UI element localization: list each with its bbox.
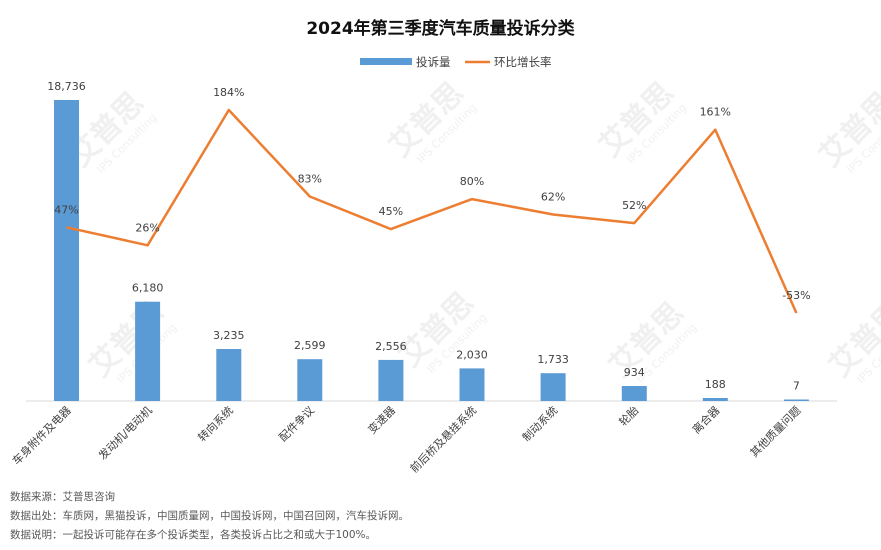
bar-value-label: 18,736 [47, 80, 86, 93]
bar-value-label: 1,733 [537, 353, 569, 366]
line-value-label: 184% [213, 86, 244, 99]
x-tick-label: 制动系统 [520, 404, 560, 444]
bar [135, 301, 161, 401]
line-value-label: 52% [622, 199, 646, 212]
bar [540, 373, 566, 401]
line-value-label: 26% [135, 221, 159, 234]
note-origin: 数据出处：车质网，黑猫投诉，中国质量网，中国投诉网，中国召回网，汽车投诉网。 [10, 510, 409, 522]
bar-value-label: 3,235 [213, 329, 245, 342]
bar-value-label: 6,180 [132, 282, 164, 295]
line-value-label: 47% [54, 203, 78, 216]
x-tick-label: 离合器 [689, 403, 722, 436]
chart-title: 2024年第三季度汽车质量投诉分类 [306, 19, 575, 39]
bar-series: 18,736 6,180 3,235 2,599 2,556 2,030 1,733 934 1… [47, 80, 809, 401]
svg-text:艾普思: 艾普思 [813, 86, 881, 174]
legend-line-label: 环比增长率 [494, 55, 552, 69]
x-tick-label: 前后桥及悬挂系统 [407, 403, 479, 475]
bar [378, 359, 404, 401]
x-tick-labels: 车身附件及电器 发动机/电动机 转向系统 配件争议 变速器 前后桥及悬挂系统 制动系统 轮胎 离… [9, 403, 803, 475]
line-value-label: 45% [379, 205, 403, 218]
bar-value-label: 188 [705, 378, 726, 391]
line-value-label: 83% [298, 173, 322, 186]
bar-value-label: 2,599 [294, 339, 326, 352]
legend-bar-label: 投诉量 [416, 55, 451, 69]
bar [54, 100, 79, 401]
footnotes: 数据来源：艾普思咨询 数据出处：车质网，黑猫投诉，中国质量网，中国投诉网，中国召… [10, 488, 409, 545]
bar [459, 368, 485, 401]
line-value-label: -53% [782, 289, 810, 302]
growth-rate-line [66, 108, 798, 314]
bar [702, 398, 728, 401]
x-tick-label: 车身附件及电器 [9, 403, 73, 467]
line-series: 47% 26% 184% 83% 45% 80% 62% 52% 161% -53% [54, 86, 811, 314]
bar [783, 399, 809, 401]
bar-value-label: 2,556 [375, 340, 407, 353]
x-tick-label: 轮胎 [616, 403, 641, 428]
line-value-label: 161% [700, 106, 731, 119]
note-explanation: 数据说明：一起投诉可能存在多个投诉类型，各类投诉占比之和或大于100%。 [10, 529, 377, 541]
line-value-label: 80% [460, 175, 484, 188]
x-tick-label: 转向系统 [195, 403, 236, 444]
x-tick-label: 其他质量问题 [748, 404, 804, 460]
x-tick-label: 配件争议 [276, 403, 317, 444]
bar [297, 359, 323, 401]
legend-bar-swatch [360, 58, 412, 65]
bar-value-label: 934 [624, 366, 645, 379]
x-tick-label: 变速器 [365, 403, 398, 436]
x-tick-label: 发动机/电动机 [96, 403, 155, 462]
legend: 投诉量 环比增长率 [360, 55, 552, 69]
bar [216, 349, 242, 401]
bar-value-label: 2,030 [456, 348, 488, 361]
bar-value-label: 7 [793, 380, 800, 393]
note-source: 数据来源：艾普思咨询 [10, 491, 115, 503]
line-value-label: 62% [541, 191, 565, 204]
bar [621, 386, 647, 401]
